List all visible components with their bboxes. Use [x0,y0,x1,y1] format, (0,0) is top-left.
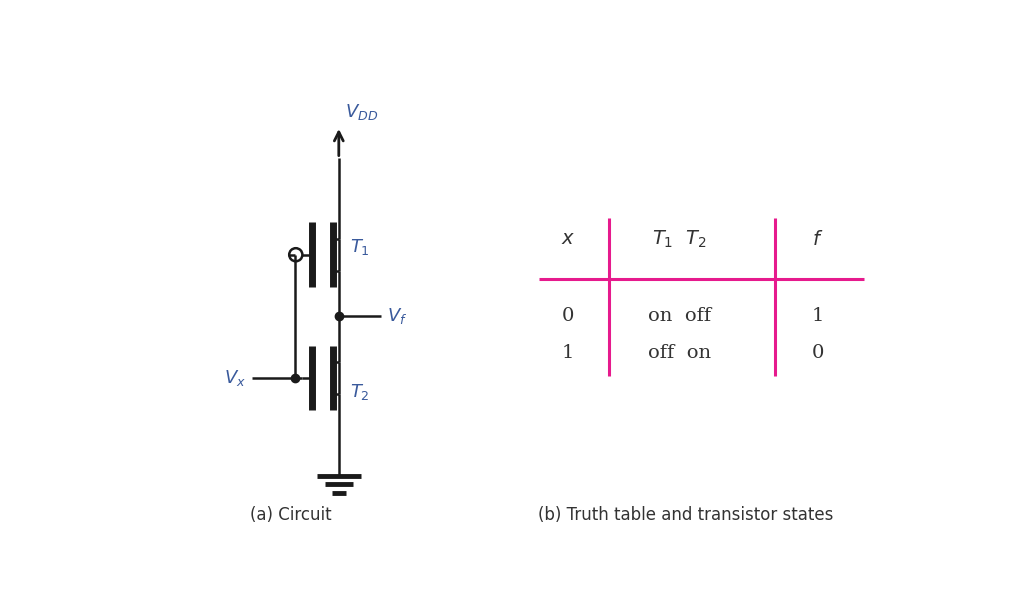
Text: (b) Truth table and transistor states: (b) Truth table and transistor states [539,506,834,524]
Text: $V_f$: $V_f$ [387,306,408,326]
Text: $V_{DD}$: $V_{DD}$ [345,102,378,122]
Text: $x$: $x$ [561,231,575,249]
Text: $T_2$: $T_2$ [350,382,370,402]
Text: (a) Circuit: (a) Circuit [250,506,332,524]
Text: 1: 1 [562,344,574,362]
Text: $f$: $f$ [812,230,823,249]
Text: on  off: on off [648,308,712,325]
Text: off  on: off on [648,344,712,362]
Text: 1: 1 [812,308,824,325]
Text: $T_1$  $T_2$: $T_1$ $T_2$ [652,229,708,250]
Text: 0: 0 [812,344,824,362]
Text: $T_1$: $T_1$ [350,237,371,257]
Text: $V_x$: $V_x$ [224,368,246,388]
Text: 0: 0 [562,308,574,325]
